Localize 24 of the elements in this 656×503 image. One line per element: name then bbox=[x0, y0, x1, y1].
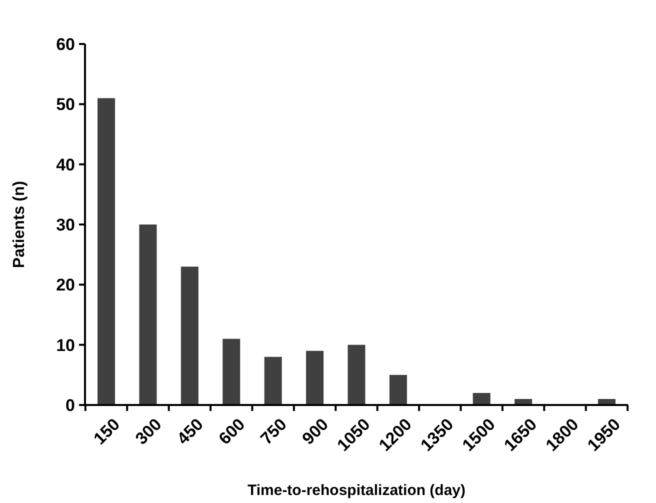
y-tick-label: 30 bbox=[56, 215, 75, 234]
y-tick-label: 40 bbox=[56, 155, 75, 174]
bar bbox=[389, 374, 407, 405]
x-tick-label: 900 bbox=[298, 414, 332, 448]
bar bbox=[139, 224, 157, 405]
y-tick-label: 0 bbox=[66, 396, 75, 415]
bar bbox=[306, 350, 324, 405]
y-axis-title: Patients (n) bbox=[11, 180, 28, 268]
bar bbox=[222, 338, 240, 405]
x-tick-label: 450 bbox=[173, 414, 207, 448]
bar bbox=[264, 356, 282, 405]
x-axis-title: Time-to-rehospitalization (day) bbox=[247, 482, 466, 499]
bar bbox=[180, 266, 198, 405]
bar bbox=[348, 344, 366, 405]
bar bbox=[472, 392, 490, 405]
bar bbox=[98, 98, 116, 405]
x-tick-label: 600 bbox=[215, 414, 249, 448]
y-tick-label: 60 bbox=[56, 34, 75, 54]
y-tick-label: 50 bbox=[56, 95, 75, 114]
y-tick-label: 10 bbox=[56, 336, 75, 355]
y-tick-label: 20 bbox=[56, 276, 75, 295]
x-tick-label: 750 bbox=[256, 414, 290, 448]
x-tick-label: 150 bbox=[90, 414, 124, 448]
x-tick-label: 300 bbox=[132, 414, 166, 448]
